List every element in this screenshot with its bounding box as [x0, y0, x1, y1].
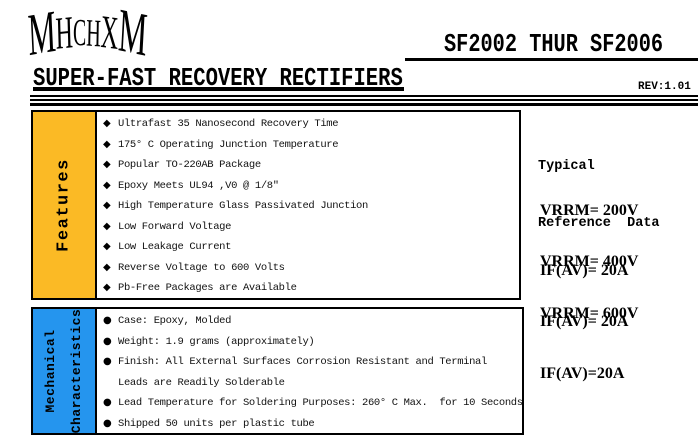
feature-item: ◆ 175° C Operating Junction Temperature [103, 135, 519, 156]
mechanical-text: Shipped 50 units per plastic tube [118, 417, 315, 430]
features-section: Features ◆ Ultrafast 35 Nanosecond Recove… [31, 110, 521, 300]
circle-bullet-icon: ● [103, 315, 112, 327]
ifav-value: IF(AV)= 20A [540, 262, 629, 279]
feature-item: ◆ Epoxy Meets UL94 ,V0 @ 1/8″ [103, 176, 519, 197]
feature-item: ◆ Ultrafast 35 Nanosecond Recovery Time [103, 114, 519, 135]
mechanical-text: Leads are Readily Solderable [118, 376, 285, 389]
mechanical-item: ● Lead Temperature for Soldering Purposes… [103, 393, 522, 414]
reference-data-heading: Typical Reference Data [538, 119, 660, 271]
page-title-underline [33, 87, 404, 91]
logo-letter: H [55, 6, 74, 59]
mechanical-item: ● Case: Epoxy, Molded [103, 311, 522, 332]
feature-item: ◆ Reverse Voltage to 600 Volts [103, 258, 519, 279]
features-label-column: Features [33, 112, 97, 298]
vrrm-value: VRRM= 600V [540, 305, 639, 322]
feature-item: ◆ Pb-Free Packages are Available [103, 278, 519, 298]
feature-text: Low Forward Voltage [118, 220, 232, 233]
mechanical-item: ● Shipped 50 units per plastic tube [103, 414, 522, 434]
vrrm-value: VRRM= 400V [540, 253, 639, 270]
diamond-bullet-icon: ◆ [103, 138, 111, 150]
feature-text: Epoxy Meets UL94 ,V0 @ 1/8″ [118, 179, 279, 192]
diamond-bullet-icon: ◆ [103, 241, 111, 253]
ifav-value: IF(AV)= 20A [540, 313, 629, 330]
diamond-bullet-icon: ◆ [103, 261, 111, 273]
logo-letter: M [116, 0, 149, 70]
ifav-value: IF(AV)=20A [540, 365, 625, 382]
diamond-bullet-icon: ◆ [103, 159, 111, 171]
diamond-bullet-icon: ◆ [103, 200, 111, 212]
feature-item: ◆ Low Forward Voltage [103, 217, 519, 238]
mechanical-text: Lead Temperature for Soldering Purposes:… [118, 397, 522, 410]
header-divider-line [30, 103, 698, 106]
part-range-underline [405, 58, 698, 61]
mechanical-label-column: Mechanical Characteristics [33, 309, 97, 433]
feature-item: ◆ High Temperature Glass Passivated Junct… [103, 196, 519, 217]
logo-letter: M [26, 0, 58, 69]
reference-group: VRRM= 400V IF(AV)= 20A [540, 212, 638, 372]
feature-item: ◆ Popular TO-220AB Package [103, 155, 519, 176]
diamond-bullet-icon: ◆ [103, 220, 111, 232]
diamond-bullet-icon: ◆ [103, 179, 111, 191]
mechanical-section: Mechanical Characteristics ● Case: Epoxy, … [31, 307, 524, 435]
circle-bullet-icon: ● [103, 397, 112, 409]
mechanical-item: Leads are Readily Solderable [103, 373, 522, 394]
part-range-title: SF2002 THUR SF2006 [444, 29, 664, 59]
feature-text: Reverse Voltage to 600 Volts [118, 261, 285, 274]
mechanical-text: Case: Epoxy, Molded [118, 315, 232, 328]
reference-heading-line1: Typical [538, 159, 595, 174]
mechanical-item: ● Finish: All External Surfaces Corrosion… [103, 352, 522, 373]
circle-bullet-icon: ● [103, 335, 112, 347]
diamond-bullet-icon: ◆ [103, 118, 111, 130]
header-divider-line [30, 95, 698, 97]
mechanical-item: ● Weight: 1.9 grams (approximately) [103, 332, 522, 353]
features-list: ◆ Ultrafast 35 Nanosecond Recovery Time ◆… [97, 112, 519, 298]
feature-text: Pb-Free Packages are Available [118, 282, 297, 295]
mechanical-label-line2: Characteristics [69, 308, 84, 434]
revision-label: REV:1.01 [638, 81, 691, 93]
mechanical-label: Mechanical Characteristics [38, 309, 90, 434]
feature-text: High Temperature Glass Passivated Juncti… [118, 200, 368, 213]
mechanical-text: Finish: All External Surfaces Corrosion … [118, 356, 487, 369]
feature-text: Popular TO-220AB Package [118, 159, 261, 172]
reference-heading-line2: Reference Data [538, 216, 660, 231]
mechanical-text: Weight: 1.9 grams (approximately) [118, 335, 315, 348]
features-label: Features [54, 158, 74, 252]
diamond-bullet-icon: ◆ [103, 282, 111, 294]
circle-bullet-icon: ● [103, 356, 112, 368]
brand-logo: M H C H X M [26, 0, 149, 70]
vrrm-value: VRRM= 200V [540, 202, 639, 219]
circle-bullet-icon: ● [103, 417, 112, 429]
reference-group: VRRM= 200V IF(AV)= 20A [540, 161, 638, 321]
logo-letter: C [73, 12, 87, 54]
feature-text: Low Leakage Current [118, 241, 232, 254]
mechanical-label-line1: Mechanical [43, 329, 58, 413]
feature-item: ◆ Low Leakage Current [103, 237, 519, 258]
feature-text: 175° C Operating Junction Temperature [118, 138, 339, 151]
mechanical-list: ● Case: Epoxy, Molded ● Weight: 1.9 grams … [97, 309, 522, 433]
logo-letter: H [85, 11, 102, 55]
reference-group: VRRM= 600V IF(AV)=20A [540, 264, 638, 424]
header-divider-line [30, 99, 698, 101]
feature-text: Ultrafast 35 Nanosecond Recovery Time [118, 118, 339, 131]
